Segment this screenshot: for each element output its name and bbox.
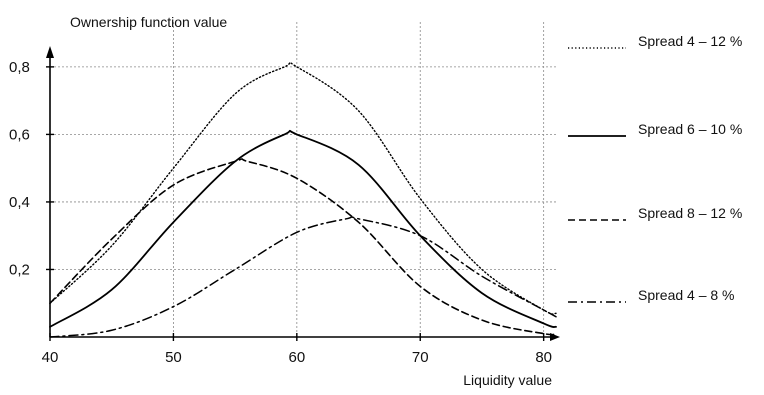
- series-line-2: [49, 129, 557, 328]
- legend-label-4: Spread 4 – 8 %: [638, 287, 735, 303]
- y-axis-title: Ownership function value: [70, 14, 227, 30]
- y-tick-label: 0,2: [9, 261, 30, 278]
- y-axis-arrow: [46, 46, 54, 58]
- x-tick-label: 70: [412, 349, 429, 366]
- legend-label-2: Spread 6 – 10 %: [638, 121, 742, 137]
- y-tick-label: 0,8: [9, 59, 30, 76]
- series-line-1: [49, 61, 557, 315]
- x-axis-title: Liquidity value: [463, 372, 552, 388]
- series-line-3: [49, 158, 557, 336]
- series: [49, 61, 557, 338]
- legend-label-1: Spread 4 – 12 %: [638, 33, 742, 49]
- grid: [50, 22, 556, 337]
- y-tick-label: 0,6: [9, 126, 30, 143]
- x-tick-label: 40: [42, 349, 59, 366]
- y-tick-label: 0,4: [9, 194, 30, 211]
- x-tick-label: 50: [165, 349, 182, 366]
- legend-label-3: Spread 8 – 12 %: [638, 205, 742, 221]
- legend: Spread 4 – 12 % Spread 6 – 10 % Spread 8 –…: [568, 33, 742, 303]
- axes: [46, 46, 560, 341]
- ticks: 40 50 60 70 80 0,2 0,4 0,6 0,8: [9, 59, 552, 366]
- x-tick-label: 80: [535, 349, 552, 366]
- x-tick-label: 60: [288, 349, 305, 366]
- series-line-4: [49, 216, 557, 338]
